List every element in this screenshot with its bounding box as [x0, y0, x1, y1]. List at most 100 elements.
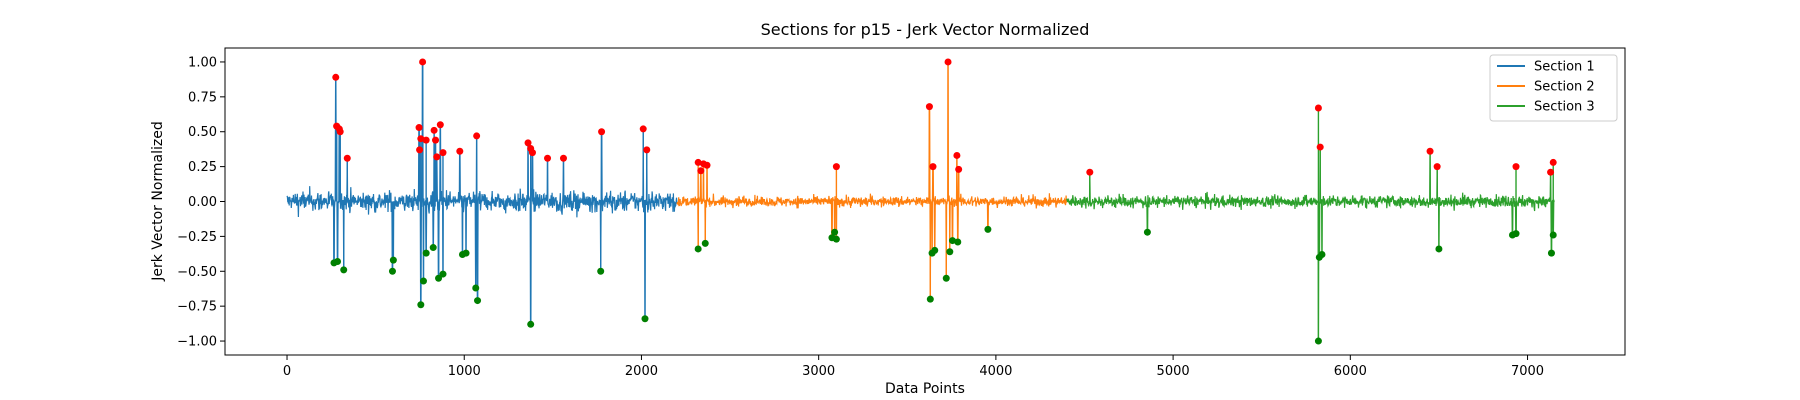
y-tick-label: −0.75	[177, 300, 217, 315]
series-line-2	[676, 61, 1067, 300]
peak-marker	[430, 126, 438, 134]
series-line-1	[286, 61, 678, 325]
plot-area	[224, 47, 1626, 356]
trough-marker	[694, 245, 702, 253]
trough-marker	[429, 244, 437, 252]
trough-marker	[831, 228, 839, 236]
y-axis: −1.00 −0.75 −0.50 −0.25 0.00 0.25 0.50 0.75 1.00	[177, 55, 225, 350]
peak-marker	[703, 161, 711, 169]
x-axis: 0 1000 2000 3000 4000 5000 6000 7000	[283, 355, 1544, 379]
y-tick-label: 1.00	[188, 55, 217, 70]
legend-label-3: Section 3	[1534, 100, 1595, 115]
peak-marker	[1549, 158, 1557, 166]
trough-marker	[435, 274, 443, 282]
trough-marker	[942, 274, 950, 282]
legend-label-2: Section 2	[1534, 80, 1595, 95]
trough-marker	[1314, 337, 1322, 345]
trough-marker	[472, 284, 480, 292]
marker-layer	[330, 58, 1557, 345]
x-tick-label: 2000	[625, 364, 658, 379]
trough-marker	[641, 315, 649, 323]
peak-marker	[419, 58, 427, 66]
peak-marker	[697, 167, 705, 175]
legend-box	[1489, 54, 1618, 122]
peak-marker	[422, 136, 430, 144]
peak-marker	[944, 58, 952, 66]
trough-marker	[340, 266, 348, 274]
chart-title: Sections for p15 - Jerk Vector Normalize…	[761, 20, 1090, 39]
legend-label-1: Section 1	[1534, 60, 1595, 75]
peak-marker	[332, 73, 340, 81]
peak-marker	[598, 128, 606, 136]
peak-marker	[559, 154, 567, 162]
trough-marker	[462, 249, 470, 257]
trough-marker	[954, 238, 962, 246]
peak-marker	[955, 165, 963, 173]
peak-marker	[1314, 104, 1322, 112]
peak-marker	[1547, 168, 1555, 176]
y-tick-label: 0.75	[188, 90, 217, 105]
peak-marker	[643, 146, 651, 154]
peak-marker	[1512, 163, 1520, 171]
peak-marker	[929, 163, 937, 171]
trough-marker	[388, 267, 396, 275]
peak-marker	[528, 149, 536, 157]
trough-marker	[1549, 231, 1557, 239]
peak-marker	[439, 149, 447, 157]
peak-marker	[639, 125, 647, 133]
peak-marker	[1086, 168, 1094, 176]
peak-marker	[456, 147, 464, 155]
trough-marker	[389, 256, 397, 264]
y-tick-label: 0.25	[188, 160, 217, 175]
peak-marker	[415, 124, 423, 132]
y-tick-label: −0.25	[177, 230, 217, 245]
peak-marker	[832, 163, 840, 171]
peak-marker	[953, 151, 961, 159]
legend: Section 1 Section 2 Section 3	[1489, 54, 1618, 122]
trough-marker	[984, 225, 992, 233]
peak-marker	[336, 128, 344, 136]
x-tick-label: 1000	[448, 364, 481, 379]
trough-marker	[422, 249, 430, 257]
y-tick-label: 0.00	[188, 195, 217, 210]
peak-marker	[1426, 147, 1434, 155]
y-tick-label: 0.50	[188, 125, 217, 140]
peak-marker	[694, 158, 702, 166]
x-tick-label: 3000	[802, 364, 835, 379]
trough-marker	[1435, 245, 1443, 253]
peak-marker	[473, 132, 481, 140]
peak-marker	[524, 139, 532, 147]
x-tick-label: 5000	[1157, 364, 1190, 379]
trough-marker	[597, 267, 605, 275]
trough-marker	[419, 277, 427, 285]
trough-marker	[1318, 251, 1326, 259]
peak-marker	[544, 154, 552, 162]
trough-marker	[948, 237, 956, 245]
peak-marker	[925, 103, 933, 111]
trough-marker	[1512, 230, 1520, 238]
x-tick-label: 7000	[1511, 364, 1544, 379]
peak-marker	[436, 121, 444, 129]
peak-marker	[416, 146, 424, 154]
x-axis-title: Data Points	[885, 381, 965, 397]
trough-marker	[474, 297, 482, 305]
trough-marker	[1143, 228, 1151, 236]
trough-marker	[931, 246, 939, 254]
peak-marker	[433, 153, 441, 161]
trough-marker	[1547, 249, 1555, 257]
x-tick-label: 6000	[1334, 364, 1367, 379]
trough-marker	[946, 248, 954, 256]
trough-marker	[527, 320, 535, 328]
y-tick-label: −0.50	[177, 265, 217, 280]
y-axis-title: Jerk Vector Normalized	[150, 121, 166, 282]
trough-marker	[439, 270, 447, 278]
trough-marker	[832, 235, 840, 243]
trough-marker	[334, 258, 342, 266]
peak-marker	[343, 154, 351, 162]
peak-marker	[417, 135, 425, 143]
x-tick-label: 4000	[979, 364, 1012, 379]
trough-marker	[417, 301, 425, 309]
trough-marker	[926, 295, 934, 303]
peak-marker	[1433, 163, 1441, 171]
peak-marker	[1316, 143, 1324, 151]
